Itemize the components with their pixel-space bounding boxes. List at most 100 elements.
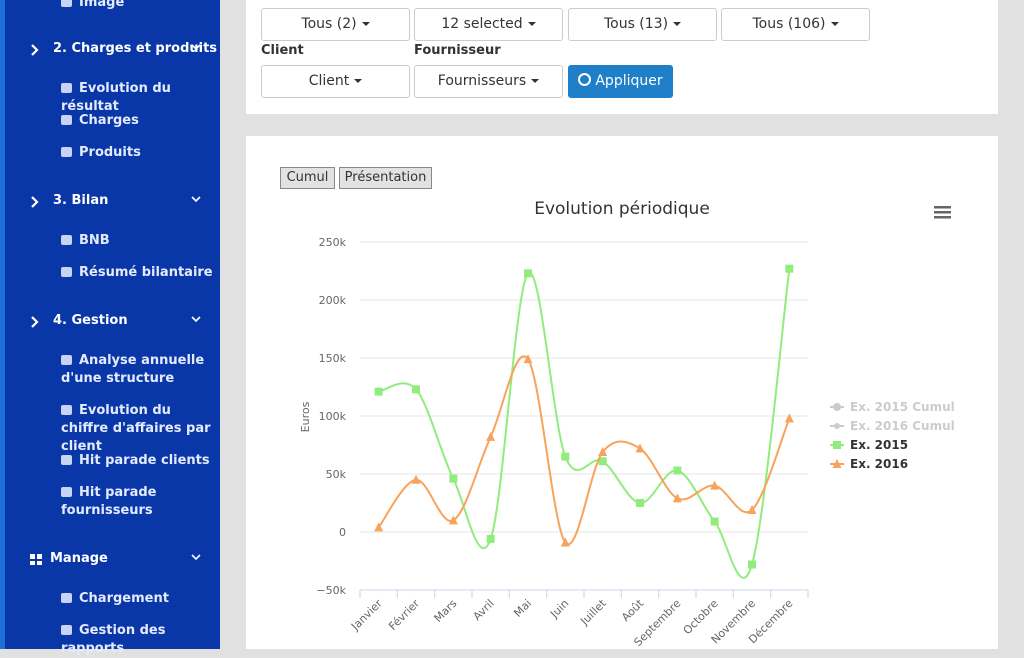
chevron-shape	[31, 44, 39, 56]
menu-item[interactable]: Evolution du chiffre d'affaires par clie…	[61, 402, 219, 456]
section-title[interactable]: 2. Charges et produits	[53, 41, 218, 56]
legend-item[interactable]: Ex. 2015	[850, 438, 908, 452]
data-point	[374, 387, 383, 396]
chart-panel: Cumul Présentation Evolution périodique …	[246, 136, 998, 649]
data-point	[784, 413, 794, 423]
data-point	[598, 446, 608, 456]
menu-label: Résumé bilantaire	[79, 265, 213, 280]
menu-item[interactable]: Produits	[61, 144, 219, 162]
menu-icon	[61, 625, 72, 635]
menu-item[interactable]: Hit parade fournisseurs	[61, 484, 219, 520]
data-point	[598, 457, 607, 466]
menu-icon	[61, 593, 72, 603]
chevron	[31, 196, 39, 208]
chevron-shape	[191, 316, 201, 323]
data-point	[523, 354, 533, 364]
section-icon	[30, 554, 42, 565]
chevron-shape	[31, 196, 39, 208]
menu-icon[interactable]	[934, 206, 951, 219]
menu-item[interactable]: Analyse annuelle d'une structure	[61, 352, 219, 388]
menu-item[interactable]: Evolution du résultat	[61, 80, 219, 116]
y-axis-label: Euros	[299, 401, 312, 432]
menu-label: Charges	[79, 113, 139, 128]
data-point	[561, 452, 570, 461]
x-tick-label: Mars	[432, 597, 460, 625]
dropdown[interactable]: Fournisseurs	[414, 65, 563, 98]
chart: Evolution périodique Euros −50k 0 50k 100k 1…	[299, 199, 955, 649]
menu-icon	[61, 83, 72, 93]
menu-item[interactable]: BNB	[61, 232, 219, 250]
dropdown[interactable]: 12 selected	[414, 8, 563, 41]
series-line	[377, 355, 791, 546]
x-tick-label: Juillet	[577, 596, 609, 628]
series-line	[378, 268, 791, 579]
check-icon	[578, 73, 592, 86]
menu-label: Hit parade fournisseurs	[61, 485, 157, 518]
dropdown[interactable]: Client	[261, 65, 410, 98]
data-point	[486, 431, 496, 441]
data-point	[374, 522, 384, 532]
filter-panel: Tous (2) 12 selected Tous (13) Tous (106) C…	[246, 0, 998, 114]
menu-icon	[61, 147, 72, 157]
chevron-shape	[31, 316, 39, 328]
menu-item[interactable]: Chargement	[61, 590, 219, 608]
menu-item[interactable]: Gestion des rapports	[61, 622, 219, 658]
dropdown[interactable]: Tous (2)	[261, 8, 410, 41]
sidebar: Image 2. Charges et produits Evolution du …	[0, 0, 220, 656]
legend-item[interactable]: Ex. 2015 Cumul	[850, 400, 955, 414]
menu-icon	[61, 455, 72, 465]
menu-label: Produits	[79, 145, 141, 160]
chevron	[191, 554, 201, 561]
menu-icon	[61, 405, 72, 415]
menu-label: Chargement	[79, 591, 169, 606]
menu-item[interactable]: Hit parade clients	[61, 452, 219, 470]
chevron	[191, 316, 201, 323]
menu-item[interactable]: Image	[61, 0, 219, 12]
menu-icon	[61, 487, 72, 497]
data-point	[785, 264, 794, 273]
apply-button[interactable]: Appliquer	[568, 65, 673, 98]
chevron	[31, 316, 39, 328]
legend-symbol	[832, 459, 842, 468]
x-tick-label: Février	[386, 597, 422, 633]
data-point	[710, 480, 720, 490]
menu-label: Hit parade clients	[79, 453, 210, 468]
section-title[interactable]: 4. Gestion	[53, 313, 128, 328]
menu-item[interactable]: Charges	[61, 112, 219, 130]
data-point	[449, 474, 458, 483]
menu-label: BNB	[79, 233, 110, 248]
y-tick-label: −50k	[316, 584, 346, 597]
x-tick-label: Janvier	[348, 597, 385, 634]
chevron-shape	[191, 44, 201, 51]
dropdown[interactable]: Tous (13)	[568, 8, 717, 41]
chevron	[31, 44, 39, 56]
section-title[interactable]: Manage	[50, 551, 108, 566]
chart-title: Evolution périodique	[534, 199, 710, 219]
chart-button[interactable]: Présentation	[339, 167, 432, 189]
menu-icon	[61, 355, 72, 365]
chevron	[191, 44, 201, 51]
menu-label: Evolution du résultat	[61, 81, 171, 114]
legend-item[interactable]: Ex. 2016	[850, 457, 908, 471]
data-point	[747, 504, 757, 514]
data-point	[524, 269, 532, 278]
y-tick-label: 250k	[319, 236, 347, 249]
data-point	[636, 499, 644, 507]
legend-symbol	[833, 441, 841, 449]
data-point	[635, 443, 645, 453]
data-point	[412, 385, 420, 394]
x-tick-label: Avril	[471, 597, 497, 623]
menu-item[interactable]: Résumé bilantaire	[61, 264, 219, 282]
menu-icon	[61, 115, 72, 125]
menu-label: Analyse annuelle d'une structure	[61, 353, 205, 386]
data-point	[560, 537, 570, 547]
chart-button[interactable]: Cumul	[280, 167, 335, 189]
legend-symbol	[834, 423, 840, 429]
dropdown[interactable]: Tous (106)	[721, 8, 870, 41]
data-point	[672, 493, 682, 503]
section-title[interactable]: 3. Bilan	[53, 193, 109, 208]
data-point	[411, 474, 421, 484]
data-point	[673, 466, 682, 475]
menu-label: Gestion des rapports	[61, 623, 166, 656]
legend-item[interactable]: Ex. 2016 Cumul	[850, 419, 955, 433]
